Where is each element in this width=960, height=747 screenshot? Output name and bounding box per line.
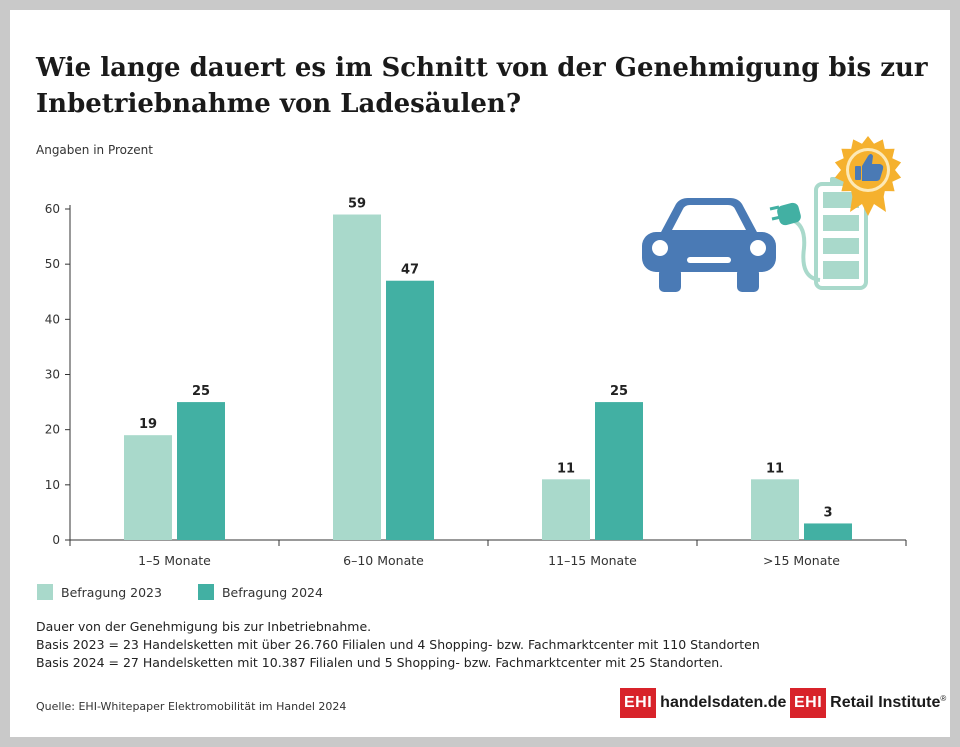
thumbs-up-badge-icon [834, 136, 902, 216]
chart-card [10, 10, 950, 737]
x-axis: 1–5 Monate 6–10 Monate 11–15 Monate >15 Mon… [69, 539, 907, 568]
registered-mark: ® [940, 694, 947, 703]
chart-title: Wie lange dauert es im Schnitt von der G… [36, 53, 928, 119]
source-note: Quelle: EHI-Whitepaper Elektromobilität … [36, 700, 347, 713]
bar [804, 523, 852, 540]
y-tick-label: 30 [45, 368, 60, 382]
x-category-label: >15 Monate [763, 553, 840, 568]
footnote-line: Basis 2023 = 23 Handelsketten mit über 2… [36, 637, 760, 652]
data-label: 3 [823, 505, 832, 520]
retail-institute-logo: EHI Retail Institute® [790, 688, 946, 718]
y-tick-label: 20 [45, 423, 60, 437]
retail-institute-name: Retail Institute [830, 694, 941, 711]
x-category-label: 11–15 Monate [548, 553, 637, 568]
y-tick-label: 0 [52, 533, 60, 547]
x-category-label: 6–10 Monate [343, 553, 424, 568]
bar [124, 435, 172, 540]
footnote-line: Basis 2024 = 27 Handelsketten mit 10.387… [36, 655, 724, 670]
legend-label-2023: Befragung 2023 [61, 584, 162, 600]
bar [542, 479, 590, 540]
y-tick-label: 10 [45, 478, 60, 492]
unit-label: Angaben in Prozent [36, 143, 153, 157]
legend-item-2023: Befragung 2023 [37, 584, 162, 600]
legend-swatch-2024 [197, 584, 214, 600]
y-tick-label: 60 [45, 202, 60, 216]
data-label: 25 [610, 384, 628, 399]
bar [751, 479, 799, 540]
legend-item-2024: Befragung 2024 [197, 584, 323, 600]
bar [177, 402, 225, 540]
bar [333, 214, 381, 540]
bar [595, 402, 643, 540]
footnote-line: Dauer von der Genehmigung bis zur Inbetr… [36, 619, 372, 634]
y-tick-label: 40 [45, 312, 60, 326]
car-icon [642, 198, 776, 292]
data-labels: 19 25 59 47 11 25 11 3 [139, 197, 833, 521]
data-label: 25 [192, 384, 210, 399]
handelsdaten-text: handelsdaten.de [660, 694, 787, 711]
footnotes: Dauer von der Genehmigung bis zur Inbetr… [36, 618, 760, 672]
ehi-logo-box: EHI [620, 688, 657, 718]
data-label: 11 [766, 461, 784, 476]
data-label: 11 [557, 461, 575, 476]
ehi-logo-box: EHI [790, 688, 827, 718]
retail-institute-text: Retail Institute® [830, 694, 946, 712]
legend-swatch-2023 [37, 584, 53, 600]
legend-label-2024: Befragung 2024 [221, 584, 323, 600]
bar [386, 280, 434, 540]
data-label: 19 [139, 417, 157, 432]
legend: Befragung 2023 Befragung 2024 [37, 584, 323, 600]
bars [124, 214, 852, 540]
data-label: 47 [401, 263, 419, 278]
handelsdaten-logo: EHI handelsdaten.de [620, 688, 786, 718]
battery-icon [814, 177, 868, 290]
y-tick-label: 50 [45, 257, 60, 271]
charging-plug-icon [769, 202, 821, 282]
x-category-label: 1–5 Monate [138, 553, 211, 568]
data-label: 59 [348, 197, 366, 212]
y-axis: 0 10 20 30 40 50 60 [45, 202, 71, 547]
